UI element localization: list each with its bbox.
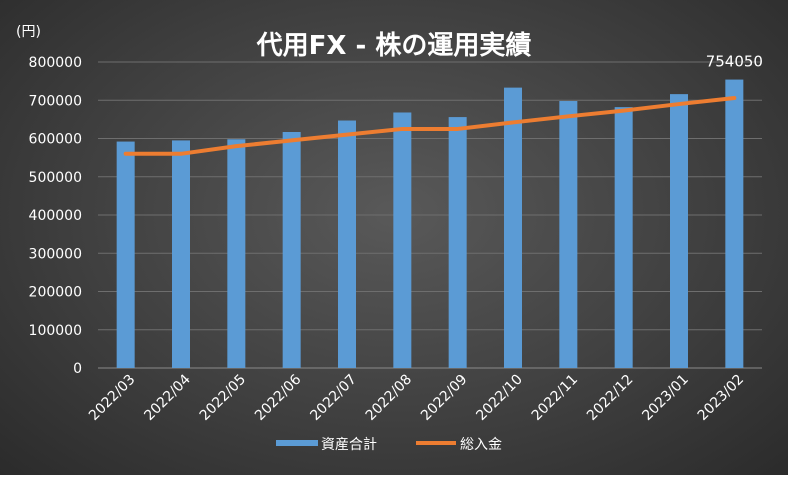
bar [227, 139, 246, 368]
bar [670, 94, 688, 368]
y-tick-label: 200000 [29, 285, 82, 301]
x-tick-label: 2022/08 [363, 372, 415, 424]
bar [448, 117, 467, 368]
legend-label-line: 総入金 [460, 437, 502, 453]
y-tick-label: 100000 [29, 323, 82, 339]
bar [116, 141, 135, 368]
line-series [123, 95, 737, 156]
y-tick-label: 600000 [29, 132, 82, 148]
x-tick-label: 2023/02 [695, 372, 747, 424]
data-label: 754050 [706, 53, 763, 71]
y-tick-label: 500000 [29, 170, 82, 186]
legend-label-bar: 資産合計 [321, 437, 377, 453]
bar-series [116, 79, 744, 369]
x-tick-label: 2022/05 [197, 372, 249, 424]
y-axis-ticks: 0 100000 200000 300000 400000 500000 600000 700… [29, 55, 82, 377]
x-tick-label: 2022/06 [252, 371, 305, 424]
y-tick-label: 800000 [29, 55, 82, 71]
y-tick-label: 400000 [29, 208, 82, 224]
bar [282, 131, 301, 368]
x-tick-label: 2022/10 [473, 372, 525, 424]
gridlines [98, 61, 762, 369]
x-axis-ticks: 2022/03 2022/04 2022/05 2022/06 2022/07 2022/… [86, 371, 747, 424]
x-tick-label: 2022/04 [141, 371, 194, 424]
legend: 資産合計 総入金 [276, 437, 502, 453]
y-tick-label: 700000 [29, 93, 82, 109]
y-tick-label: 0 [73, 361, 82, 377]
data-labels: 754050 [706, 53, 763, 71]
y-axis-unit-label: (円) [16, 24, 41, 40]
x-tick-label: 2022/09 [418, 372, 470, 424]
x-tick-label: 2022/03 [86, 372, 138, 424]
bar [504, 87, 522, 368]
bar [172, 140, 190, 368]
x-tick-label: 2023/01 [639, 372, 691, 424]
bar [393, 112, 412, 369]
chart-title: 代用FX - 株の運用実績 [256, 30, 532, 61]
bar [725, 79, 744, 369]
legend-swatch-bar [276, 440, 318, 446]
bar [559, 101, 578, 368]
series-line [123, 95, 737, 156]
bar [614, 107, 633, 368]
y-tick-label: 300000 [29, 246, 82, 262]
x-tick-label: 2022/07 [307, 372, 359, 424]
x-tick-label: 2022/12 [584, 372, 636, 424]
x-tick-label: 2022/11 [529, 372, 581, 424]
bar [338, 120, 356, 369]
